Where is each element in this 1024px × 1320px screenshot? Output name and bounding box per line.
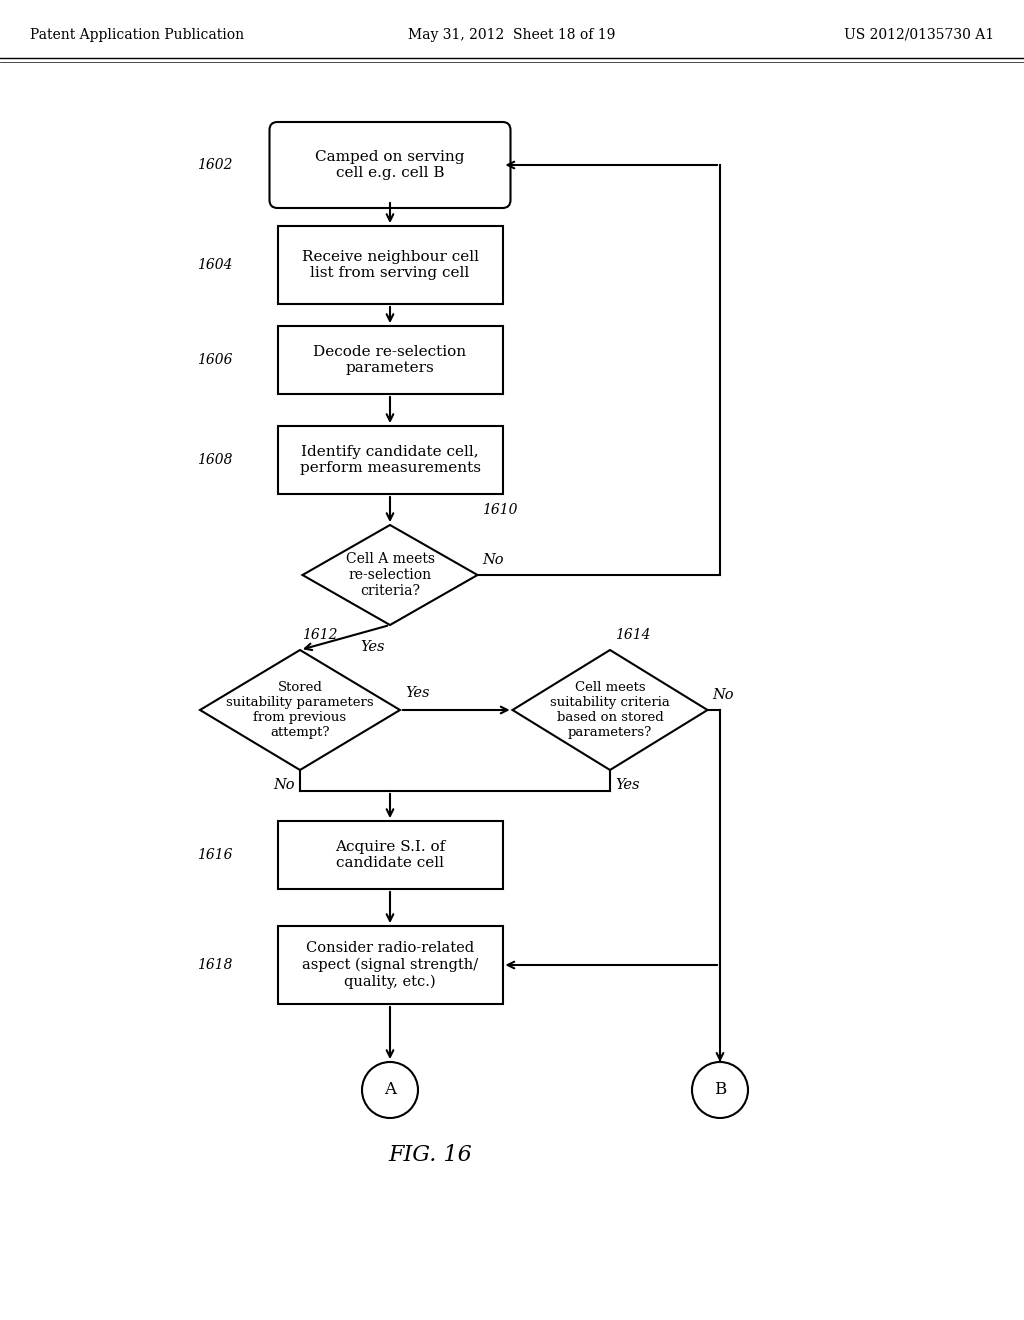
Text: B: B [714, 1081, 726, 1098]
Text: May 31, 2012  Sheet 18 of 19: May 31, 2012 Sheet 18 of 19 [409, 28, 615, 42]
FancyBboxPatch shape [269, 121, 511, 209]
Text: Yes: Yes [615, 777, 640, 792]
Polygon shape [200, 649, 400, 770]
Text: Cell A meets
re-selection
criteria?: Cell A meets re-selection criteria? [345, 552, 434, 598]
Text: Patent Application Publication: Patent Application Publication [30, 28, 244, 42]
Text: 1618: 1618 [197, 958, 232, 972]
Text: 1616: 1616 [197, 847, 232, 862]
Bar [278, 927, 503, 1005]
Text: Decode re-selection
parameters: Decode re-selection parameters [313, 345, 467, 375]
Text: 1608: 1608 [197, 453, 232, 467]
Text: Acquire S.I. of
candidate cell: Acquire S.I. of candidate cell [335, 840, 445, 870]
Text: 1602: 1602 [197, 158, 232, 172]
Bar [278, 226, 503, 304]
Text: Receive neighbour cell
list from serving cell: Receive neighbour cell list from serving… [301, 249, 478, 280]
Bar [278, 821, 503, 888]
Text: A: A [384, 1081, 396, 1098]
Text: FIG. 16: FIG. 16 [388, 1144, 472, 1166]
Text: Yes: Yes [360, 640, 385, 653]
Text: Cell meets
suitability criteria
based on stored
parameters?: Cell meets suitability criteria based on… [550, 681, 670, 739]
Circle shape [362, 1063, 418, 1118]
Text: No: No [713, 688, 734, 702]
Text: 1606: 1606 [197, 352, 232, 367]
Text: 1612: 1612 [302, 628, 338, 642]
Text: Yes: Yes [406, 686, 429, 700]
Bar [278, 326, 503, 393]
Text: 1614: 1614 [615, 628, 650, 642]
Text: No: No [482, 553, 504, 568]
Text: No: No [273, 777, 295, 792]
Text: Stored
suitability parameters
from previous
attempt?: Stored suitability parameters from previ… [226, 681, 374, 739]
Polygon shape [302, 525, 477, 624]
Text: US 2012/0135730 A1: US 2012/0135730 A1 [844, 28, 994, 42]
Bar [278, 426, 503, 494]
Polygon shape [512, 649, 708, 770]
Text: Camped on serving
cell e.g. cell B: Camped on serving cell e.g. cell B [315, 150, 465, 180]
Text: 1604: 1604 [197, 257, 232, 272]
Text: 1610: 1610 [482, 503, 518, 517]
Text: Identify candidate cell,
perform measurements: Identify candidate cell, perform measure… [299, 445, 480, 475]
Circle shape [692, 1063, 748, 1118]
Text: Consider radio-related
aspect (signal strength/
quality, etc.): Consider radio-related aspect (signal st… [302, 941, 478, 989]
